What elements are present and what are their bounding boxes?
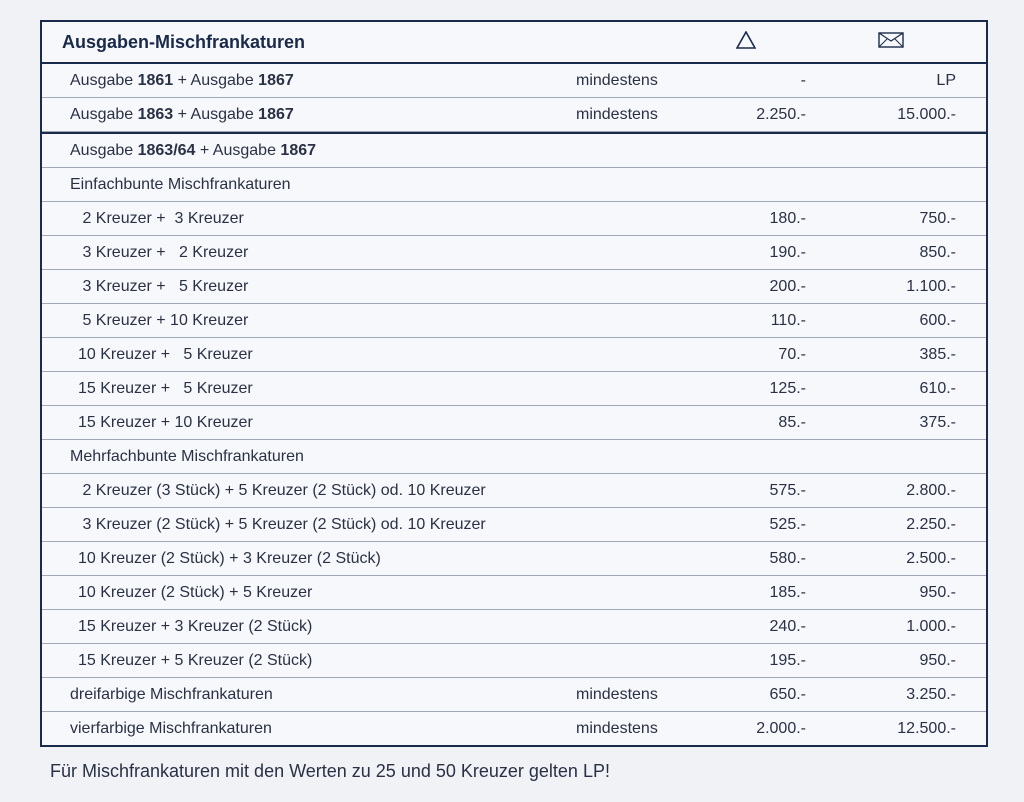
row-price-envelope: 375.- <box>826 414 986 432</box>
table-row: 15 Kreuzer + 5 Kreuzer (2 Stück) 195.-950… <box>42 644 986 678</box>
row-description: 10 Kreuzer (2 Stück) + 5 Kreuzer <box>42 584 576 602</box>
row-price-triangle: 195.- <box>686 652 826 670</box>
header-col-triangle <box>686 31 826 54</box>
row-description: 3 Kreuzer + 2 Kreuzer <box>42 244 576 262</box>
table-row: 3 Kreuzer (2 Stück) + 5 Kreuzer (2 Stück… <box>42 508 986 542</box>
row-qualifier: mindestens <box>576 72 686 90</box>
row-qualifier: mindestens <box>576 106 686 124</box>
table-row: 2 Kreuzer (3 Stück) + 5 Kreuzer (2 Stück… <box>42 474 986 508</box>
table-row: Ausgabe 1861 + Ausgabe 1867mindestens-LP <box>42 64 986 98</box>
table-row: 10 Kreuzer (2 Stück) + 3 Kreuzer (2 Stüc… <box>42 542 986 576</box>
row-price-envelope: 12.500.- <box>826 720 986 738</box>
row-description: Mehrfachbunte Mischfrankaturen <box>42 448 576 466</box>
row-price-triangle: 2.000.- <box>686 720 826 738</box>
row-price-triangle: 125.- <box>686 380 826 398</box>
table-row: 5 Kreuzer + 10 Kreuzer 110.-600.- <box>42 304 986 338</box>
table-row: Mehrfachbunte Mischfrankaturen <box>42 440 986 474</box>
row-description: 15 Kreuzer + 10 Kreuzer <box>42 414 576 432</box>
pricing-table: Ausgaben-Mischfrankaturen Ausgabe <box>40 20 988 747</box>
triangle-icon <box>736 31 756 54</box>
footnote-text: Für Mischfrankaturen mit den Werten zu 2… <box>40 747 984 782</box>
row-price-triangle: 650.- <box>686 686 826 704</box>
row-price-triangle: 525.- <box>686 516 826 534</box>
row-price-envelope: 610.- <box>826 380 986 398</box>
row-price-envelope: 1.100.- <box>826 278 986 296</box>
row-price-triangle: 575.- <box>686 482 826 500</box>
row-price-triangle: 180.- <box>686 210 826 228</box>
table-row: dreifarbige Mischfrankaturenmindestens65… <box>42 678 986 712</box>
table-row: 10 Kreuzer (2 Stück) + 5 Kreuzer 185.-950… <box>42 576 986 610</box>
row-description: Ausgabe 1861 + Ausgabe 1867 <box>42 72 576 90</box>
row-price-triangle: 2.250.- <box>686 106 826 124</box>
row-price-triangle: 200.- <box>686 278 826 296</box>
table-row: 10 Kreuzer + 5 Kreuzer 70.-385.- <box>42 338 986 372</box>
row-description: Einfachbunte Mischfrankaturen <box>42 176 576 194</box>
row-price-triangle: 70.- <box>686 346 826 364</box>
table-header-row: Ausgaben-Mischfrankaturen <box>42 22 986 64</box>
row-price-envelope: 2.250.- <box>826 516 986 534</box>
table-row: vierfarbige Mischfrankaturenmindestens2.… <box>42 712 986 745</box>
row-description: 15 Kreuzer + 3 Kreuzer (2 Stück) <box>42 618 576 636</box>
row-description: vierfarbige Mischfrankaturen <box>42 720 576 738</box>
table-row: 15 Kreuzer + 5 Kreuzer 125.-610.- <box>42 372 986 406</box>
row-description: Ausgabe 1863 + Ausgabe 1867 <box>42 106 576 124</box>
table-row: 3 Kreuzer + 2 Kreuzer 190.-850.- <box>42 236 986 270</box>
table-title: Ausgaben-Mischfrankaturen <box>42 32 576 53</box>
row-description: 2 Kreuzer + 3 Kreuzer <box>42 210 576 228</box>
row-price-envelope: 850.- <box>826 244 986 262</box>
row-price-triangle: 580.- <box>686 550 826 568</box>
row-description: 3 Kreuzer (2 Stück) + 5 Kreuzer (2 Stück… <box>42 516 576 534</box>
row-description: 3 Kreuzer + 5 Kreuzer <box>42 278 576 296</box>
row-price-triangle: 190.- <box>686 244 826 262</box>
row-price-envelope: LP <box>826 72 986 90</box>
row-description: 5 Kreuzer + 10 Kreuzer <box>42 312 576 330</box>
row-description: 10 Kreuzer (2 Stück) + 3 Kreuzer (2 Stüc… <box>42 550 576 568</box>
row-description: 15 Kreuzer + 5 Kreuzer <box>42 380 576 398</box>
row-price-envelope: 950.- <box>826 584 986 602</box>
row-price-envelope: 600.- <box>826 312 986 330</box>
row-price-triangle: 85.- <box>686 414 826 432</box>
table-row: Einfachbunte Mischfrankaturen <box>42 168 986 202</box>
row-price-envelope: 2.800.- <box>826 482 986 500</box>
header-col-envelope <box>826 32 986 53</box>
row-description: Ausgabe 1863/64 + Ausgabe 1867 <box>42 142 576 160</box>
table-row: 15 Kreuzer + 10 Kreuzer 85.-375.- <box>42 406 986 440</box>
row-description: 2 Kreuzer (3 Stück) + 5 Kreuzer (2 Stück… <box>42 482 576 500</box>
row-price-envelope: 3.250.- <box>826 686 986 704</box>
row-description: 10 Kreuzer + 5 Kreuzer <box>42 346 576 364</box>
table-row: Ausgabe 1863/64 + Ausgabe 1867 <box>42 132 986 168</box>
table-row: Ausgabe 1863 + Ausgabe 1867mindestens2.2… <box>42 98 986 132</box>
row-price-envelope: 1.000.- <box>826 618 986 636</box>
row-price-triangle: 110.- <box>686 312 826 330</box>
table-row: 15 Kreuzer + 3 Kreuzer (2 Stück) 240.-1.0… <box>42 610 986 644</box>
row-price-envelope: 950.- <box>826 652 986 670</box>
row-price-envelope: 15.000.- <box>826 106 986 124</box>
row-qualifier: mindestens <box>576 686 686 704</box>
row-price-envelope: 750.- <box>826 210 986 228</box>
row-price-envelope: 385.- <box>826 346 986 364</box>
row-price-triangle: 185.- <box>686 584 826 602</box>
envelope-icon <box>878 32 904 53</box>
row-description: dreifarbige Mischfrankaturen <box>42 686 576 704</box>
row-price-triangle: 240.- <box>686 618 826 636</box>
table-row: 2 Kreuzer + 3 Kreuzer 180.-750.- <box>42 202 986 236</box>
table-row: 3 Kreuzer + 5 Kreuzer 200.-1.100.- <box>42 270 986 304</box>
row-qualifier: mindestens <box>576 720 686 738</box>
row-price-envelope: 2.500.- <box>826 550 986 568</box>
row-description: 15 Kreuzer + 5 Kreuzer (2 Stück) <box>42 652 576 670</box>
row-price-triangle: - <box>686 72 826 90</box>
